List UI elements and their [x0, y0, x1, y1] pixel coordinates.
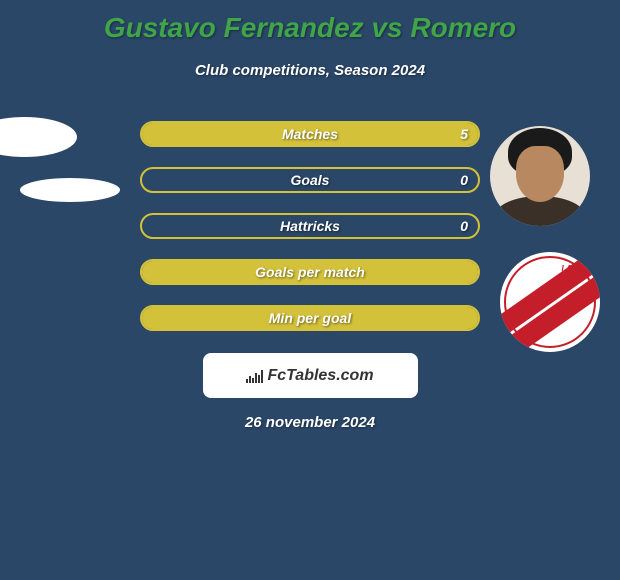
- stat-row: Goals per match: [140, 259, 480, 285]
- stat-label: Hattricks: [142, 215, 478, 237]
- stat-bar: Goals0: [140, 167, 480, 193]
- stat-value: 5: [460, 123, 468, 145]
- stats-list: Matches5Goals0Hattricks0Goals per matchM…: [0, 121, 620, 331]
- chart-icon: [246, 369, 263, 383]
- stat-bar: Hattricks0: [140, 213, 480, 239]
- stat-label: Matches: [142, 123, 478, 145]
- stat-value: 0: [460, 215, 468, 237]
- stat-row: Min per goal: [140, 305, 480, 331]
- stat-row: Hattricks0: [140, 213, 480, 239]
- stat-label: Goals per match: [142, 261, 478, 283]
- stat-bar: Matches5: [140, 121, 480, 147]
- stat-label: Goals: [142, 169, 478, 191]
- site-logo-text: FcTables.com: [267, 367, 373, 385]
- stat-bar: Goals per match: [140, 259, 480, 285]
- stat-value: 0: [460, 169, 468, 191]
- date-text: 26 november 2024: [0, 414, 620, 431]
- stat-row: Goals0: [140, 167, 480, 193]
- site-logo: FcTables.com: [203, 353, 418, 398]
- stat-label: Min per goal: [142, 307, 478, 329]
- stat-bar: Min per goal: [140, 305, 480, 331]
- stat-row: Matches5: [140, 121, 480, 147]
- page-title: Gustavo Fernandez vs Romero: [0, 0, 620, 44]
- subtitle: Club competitions, Season 2024: [0, 62, 620, 79]
